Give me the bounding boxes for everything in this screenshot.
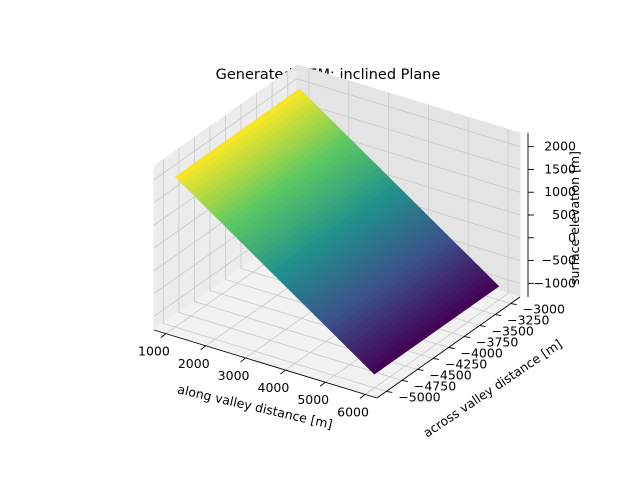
y-tick-mark	[417, 369, 424, 371]
grid-line-y	[178, 148, 403, 381]
y-tick-mark	[386, 390, 393, 393]
y-tick-label: −3250	[507, 313, 549, 328]
z-tick-label: 500	[552, 207, 576, 222]
y-tick-mark	[401, 379, 408, 382]
y-tick-label: −4250	[445, 356, 487, 371]
surface-plane	[174, 88, 500, 375]
y-tick-label: −4750	[414, 378, 456, 393]
y-tick-mark	[510, 303, 517, 306]
y-tick-mark	[432, 358, 440, 360]
x-tick-mark	[359, 394, 366, 399]
x-tick-mark	[280, 369, 286, 375]
x-axis-ticks: 1000 2000 3000 4000 5000 6000	[138, 333, 369, 419]
z-tick-label: 1500	[544, 161, 576, 176]
y-tick-mark	[463, 336, 471, 338]
x-tick-label: 6000	[337, 404, 369, 419]
x-tick-mark	[160, 333, 167, 338]
x-tick-mark	[200, 345, 207, 351]
z-axis-ticks: −1000 −500 0 500 1000 1500 2000	[528, 139, 576, 290]
y-tick-mark	[495, 314, 502, 317]
y-tick-mark	[448, 347, 455, 349]
z-tick-label: 1000	[544, 184, 576, 199]
z-tick-label: 0	[568, 230, 576, 245]
x-tick-label: 3000	[218, 368, 250, 383]
x-axis-line	[153, 329, 378, 399]
x-tick-label: 4000	[258, 380, 290, 395]
y-tick-label: −4000	[461, 346, 503, 361]
z-tick-label: −500	[542, 253, 576, 268]
y-tick-mark	[479, 325, 486, 327]
x-tick-label: 1000	[138, 344, 170, 359]
z-axis-label: surface elevation [m]	[567, 151, 582, 285]
y-tick-label: −3750	[476, 335, 518, 350]
y-tick-label: −3500	[492, 324, 534, 339]
grid-line-y	[162, 159, 387, 392]
z-tick-label: −1000	[534, 275, 576, 290]
y-tick-label: −3000	[523, 302, 565, 317]
x-tick-label: 5000	[297, 392, 329, 407]
surface-band	[369, 281, 500, 375]
x-tick-mark	[240, 357, 246, 363]
grid-line-z	[153, 78, 521, 181]
y-tick-label: −4500	[429, 367, 471, 382]
z-tick-label: 2000	[544, 139, 576, 154]
y-axis-ticks: −5000−4750−4500−4250−4000−3750−3500−3250…	[386, 302, 565, 404]
y-tick-label: −5000	[398, 389, 440, 404]
x-tick-mark	[319, 381, 326, 387]
x-tick-label: 2000	[178, 356, 210, 371]
grid-line-x	[364, 129, 509, 395]
